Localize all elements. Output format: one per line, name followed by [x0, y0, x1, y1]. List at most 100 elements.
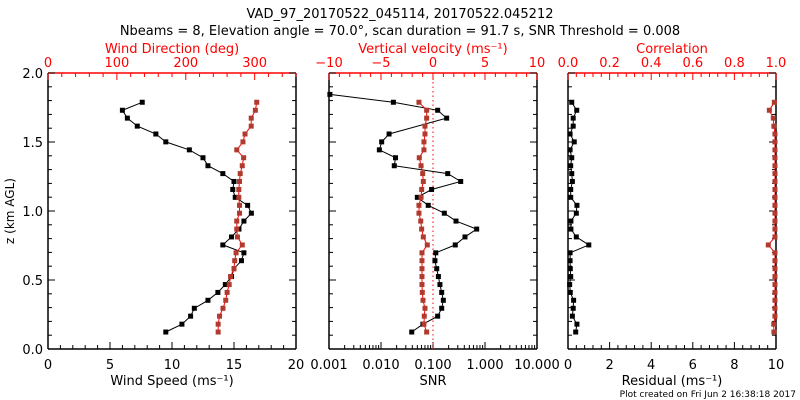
- data-point: [458, 178, 464, 184]
- data-point: [771, 123, 777, 129]
- data-point: [421, 147, 427, 153]
- data-point: [419, 186, 425, 192]
- data-point: [248, 123, 254, 129]
- data-point: [574, 321, 580, 327]
- data-point: [453, 218, 459, 224]
- x-tick-label: 4: [647, 358, 655, 373]
- data-point: [570, 305, 576, 311]
- data-point: [222, 282, 228, 288]
- top-tick-label: 300: [242, 56, 267, 71]
- top-tick-label: 1.0: [766, 56, 787, 71]
- data-point: [153, 131, 159, 137]
- data-point: [215, 329, 221, 335]
- x-tick-label: 15: [226, 358, 243, 373]
- data-point: [327, 91, 333, 97]
- data-point: [420, 297, 426, 303]
- top-tick-label: 100: [104, 56, 129, 71]
- data-point: [409, 329, 415, 335]
- y-tick-label: 1.5: [22, 136, 43, 151]
- data-point: [421, 321, 427, 327]
- data-point: [771, 99, 777, 105]
- data-point: [568, 226, 574, 232]
- chart-subtitle: Nbeams = 8, Elevation angle = 70.0°, sca…: [120, 24, 680, 39]
- series-residual: [567, 99, 592, 335]
- data-point: [568, 186, 574, 192]
- x-tick-label: 0: [564, 358, 572, 373]
- x-tick-label: 5: [106, 358, 114, 373]
- data-point: [241, 155, 247, 161]
- data-point: [179, 321, 185, 327]
- data-point: [772, 171, 778, 177]
- top-tick-label: 0.6: [682, 56, 703, 71]
- series-wind-direction: [215, 99, 260, 335]
- data-point: [772, 266, 778, 272]
- data-point: [432, 258, 438, 264]
- top-tick-label: 0: [429, 56, 437, 71]
- data-point: [452, 242, 458, 248]
- data-point: [439, 289, 445, 295]
- data-point: [419, 282, 425, 288]
- data-point: [233, 250, 239, 256]
- x-axis-label: SNR: [419, 374, 446, 389]
- data-point: [586, 242, 592, 248]
- data-point: [391, 163, 397, 169]
- data-point: [419, 258, 425, 264]
- x-tick-label: 6: [689, 358, 697, 373]
- data-point: [440, 297, 446, 303]
- x-tick-label: 0.010: [362, 358, 399, 373]
- data-point: [220, 305, 226, 311]
- data-point: [163, 139, 169, 145]
- data-point: [205, 163, 211, 169]
- x-tick-label: 0.001: [310, 358, 347, 373]
- data-point: [237, 202, 243, 208]
- x-tick-label: 2: [605, 358, 613, 373]
- data-point: [238, 258, 244, 264]
- data-point: [772, 297, 778, 303]
- data-point: [379, 139, 385, 145]
- data-point: [422, 305, 428, 311]
- data-point: [766, 107, 772, 113]
- data-point: [231, 266, 237, 272]
- data-point: [236, 194, 242, 200]
- data-point: [434, 266, 440, 272]
- data-point: [139, 99, 145, 105]
- data-point: [573, 210, 579, 216]
- top-tick-label: 0.8: [724, 56, 745, 71]
- data-point: [424, 115, 430, 121]
- data-point: [772, 218, 778, 224]
- data-point: [223, 297, 229, 303]
- top-axis-label: Vertical velocity (ms⁻¹): [358, 42, 507, 57]
- data-point: [474, 226, 480, 232]
- top-tick-label: 0: [44, 56, 52, 71]
- data-point: [419, 274, 425, 280]
- data-point: [770, 115, 776, 121]
- x-tick-label: 8: [730, 358, 738, 373]
- data-point: [765, 242, 771, 248]
- data-point: [574, 202, 580, 208]
- data-point: [573, 234, 579, 240]
- data-point: [236, 186, 242, 192]
- y-axis-label: z (km AGL): [3, 178, 17, 244]
- data-point: [424, 329, 430, 335]
- data-point: [224, 289, 230, 295]
- top-tick-label: 0.4: [641, 56, 662, 71]
- data-point: [418, 194, 424, 200]
- data-point: [569, 171, 575, 177]
- x-tick-label: 10.000: [514, 358, 560, 373]
- data-point: [772, 258, 778, 264]
- data-point: [241, 218, 247, 224]
- data-point: [240, 139, 246, 145]
- data-point: [441, 210, 447, 216]
- data-point: [119, 107, 125, 113]
- data-point: [419, 250, 425, 256]
- data-point: [416, 155, 422, 161]
- data-point: [419, 226, 425, 232]
- data-point: [569, 99, 575, 105]
- data-point: [392, 155, 398, 161]
- data-point: [420, 171, 426, 177]
- data-point: [191, 305, 197, 311]
- data-point: [416, 99, 422, 105]
- top-tick-label: −5: [371, 56, 390, 71]
